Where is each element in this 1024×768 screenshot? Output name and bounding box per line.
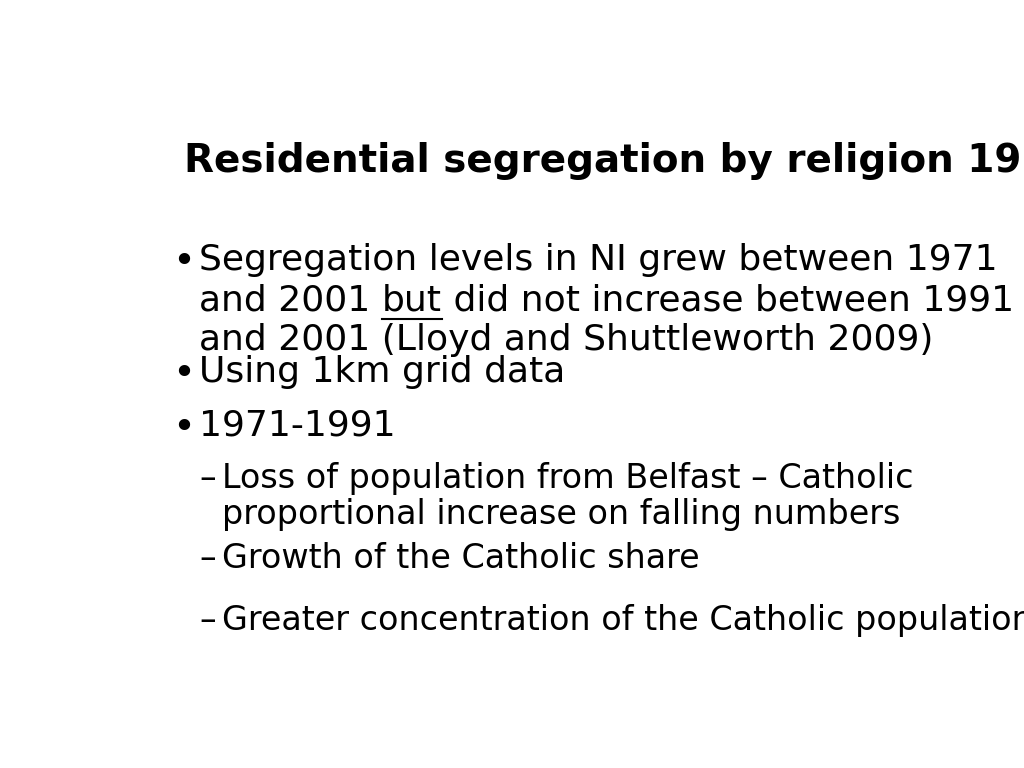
Text: 1971-1991: 1971-1991 xyxy=(200,409,396,442)
Text: and 2001 (Lloyd and Shuttleworth 2009): and 2001 (Lloyd and Shuttleworth 2009) xyxy=(200,323,934,357)
Text: Using 1km grid data: Using 1km grid data xyxy=(200,356,565,389)
Text: Loss of population from Belfast – Catholic: Loss of population from Belfast – Cathol… xyxy=(221,462,913,495)
Text: –: – xyxy=(200,462,216,495)
Text: proportional increase on falling numbers: proportional increase on falling numbers xyxy=(221,498,900,531)
Text: Growth of the Catholic share: Growth of the Catholic share xyxy=(221,541,699,574)
Text: Residential segregation by religion 1971-2001: Residential segregation by religion 1971… xyxy=(183,142,1024,180)
Text: Segregation levels in NI grew between 1971: Segregation levels in NI grew between 19… xyxy=(200,243,998,277)
Text: •: • xyxy=(172,243,195,281)
Text: –: – xyxy=(200,604,216,637)
Text: •: • xyxy=(172,356,195,393)
Text: and 2001: and 2001 xyxy=(200,283,382,317)
Text: •: • xyxy=(172,409,195,446)
Text: did not increase between 1991: did not increase between 1991 xyxy=(442,283,1015,317)
Text: Greater concentration of the Catholic population: Greater concentration of the Catholic po… xyxy=(221,604,1024,637)
Text: –: – xyxy=(200,541,216,574)
Text: but: but xyxy=(382,283,442,317)
